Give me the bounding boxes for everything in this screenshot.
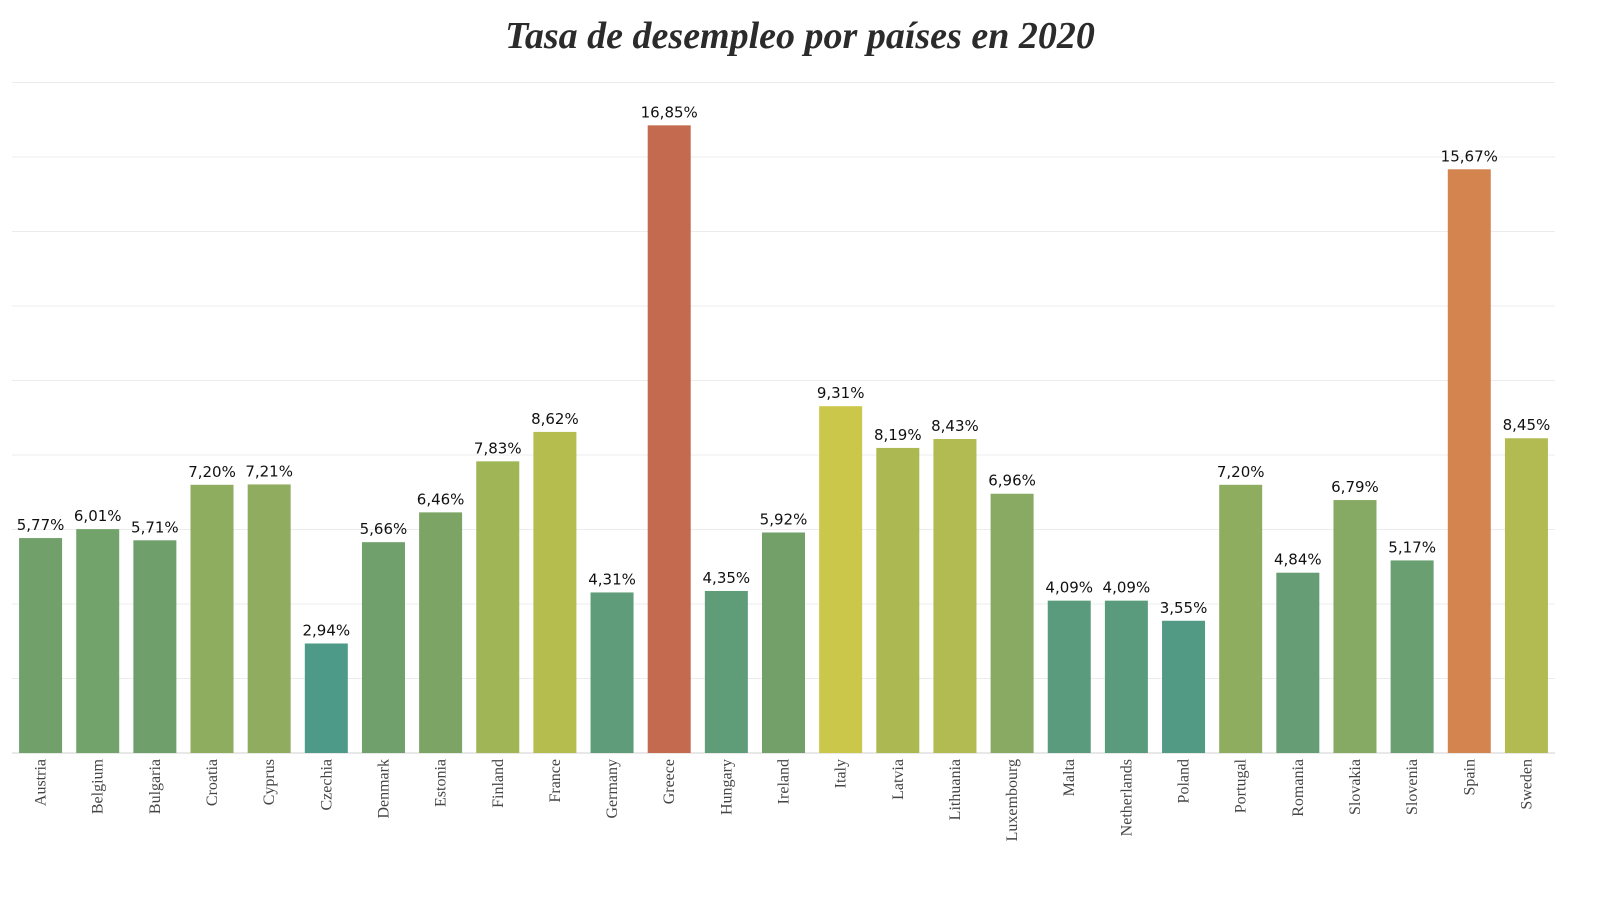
value-label-layer: 5,77% 6,01% 5,71% 7,20% 7,21% 2,94% 5,66% 6,46%…: [17, 103, 1551, 639]
bar: [1333, 500, 1377, 753]
bar-value-label: 7,20%: [188, 463, 236, 481]
bar: [1047, 600, 1091, 753]
bar: [1104, 600, 1148, 753]
x-tick-label: France: [547, 759, 564, 803]
bar-value-label: 6,46%: [417, 490, 465, 508]
x-tick-label: Poland: [1176, 759, 1193, 803]
x-tick-label: Netherlands: [1118, 759, 1135, 836]
bar: [647, 125, 691, 753]
x-tick-label: Czechia: [318, 759, 335, 811]
x-tick-label: Bulgaria: [147, 759, 164, 814]
bar-value-label: 5,71%: [131, 518, 179, 536]
bar-value-label: 8,43%: [931, 417, 979, 435]
x-tick-label: Spain: [1461, 759, 1478, 795]
bar: [1447, 169, 1491, 754]
bar-value-label: 3,55%: [1160, 599, 1208, 617]
chart-title: Tasa de desempleo por países en 2020: [505, 15, 1095, 57]
x-tick-label: Italy: [833, 759, 850, 788]
bar-value-label: 15,67%: [1441, 147, 1498, 165]
bar: [247, 484, 291, 753]
x-tick-label: Slovenia: [1404, 759, 1421, 815]
x-tick-label: Croatia: [204, 759, 221, 806]
x-tick-label: Finland: [490, 759, 507, 808]
x-tick-label: Lithuania: [947, 759, 964, 820]
bar-value-label: 8,62%: [531, 410, 579, 428]
bar-value-label: 6,96%: [988, 472, 1036, 490]
bar-value-label: 5,66%: [360, 520, 408, 538]
bar: [1390, 560, 1434, 753]
bar-value-label: 4,35%: [703, 569, 751, 587]
x-tick-label: Cyprus: [261, 759, 278, 805]
bar-value-label: 7,20%: [1217, 463, 1265, 481]
x-tick-label: Romania: [1290, 759, 1307, 817]
bar-value-label: 4,09%: [1045, 579, 1093, 597]
bar-value-label: 5,92%: [760, 510, 808, 528]
bar: [876, 447, 920, 753]
x-tick-label: Portugal: [1233, 758, 1250, 813]
bar: [704, 590, 748, 753]
bar-value-label: 2,94%: [302, 621, 350, 639]
bar: [361, 542, 405, 753]
bar: [933, 438, 977, 753]
bar-value-label: 6,79%: [1331, 478, 1379, 496]
bar-value-label: 9,31%: [817, 384, 865, 402]
x-tick-label: Slovakia: [1347, 759, 1364, 815]
x-tick-label: Austria: [33, 759, 50, 806]
x-tick-label: Estonia: [433, 759, 450, 807]
bar-value-label: 5,17%: [1388, 538, 1436, 556]
bar-value-label: 6,01%: [74, 507, 122, 525]
x-tick-label: Belgium: [90, 758, 107, 814]
x-tick-label: Latvia: [890, 759, 907, 800]
x-tick-label: Luxembourg: [1004, 759, 1021, 841]
bar-value-label: 7,21%: [245, 462, 293, 480]
bar-value-label: 16,85%: [641, 103, 698, 121]
bar: [476, 461, 520, 753]
bar: [1162, 620, 1206, 753]
bar-value-label: 4,09%: [1103, 579, 1151, 597]
bar: [819, 406, 863, 753]
bar: [533, 431, 577, 753]
bar: [1219, 484, 1263, 753]
bar: [762, 532, 805, 753]
bar: [419, 512, 463, 753]
x-tick-label: Hungary: [718, 759, 735, 815]
bar-value-label: 5,77%: [17, 516, 65, 534]
bar: [990, 493, 1034, 753]
x-tick-label: Sweden: [1518, 759, 1535, 810]
bar: [133, 540, 177, 753]
bar-value-label: 8,19%: [874, 426, 922, 444]
bar: [76, 529, 120, 753]
bar-layer: [19, 125, 1548, 754]
bar: [1276, 572, 1320, 753]
bar-value-label: 8,45%: [1503, 416, 1551, 434]
x-tick-label: Germany: [604, 759, 621, 819]
bar-value-label: 4,84%: [1274, 551, 1322, 569]
x-tick-label: Ireland: [776, 759, 793, 804]
bar: [19, 538, 63, 753]
x-tick-label: Denmark: [375, 759, 392, 819]
x-tick-label: Malta: [1061, 759, 1078, 796]
bar: [304, 643, 348, 753]
bar: [590, 592, 634, 753]
x-tick-layer: Austria Belgium Bulgaria Croatia Cyprus Czech…: [33, 758, 1536, 841]
x-tick-label: Greece: [661, 759, 678, 804]
bar-value-label: 7,83%: [474, 439, 522, 457]
bar: [1504, 438, 1548, 753]
bar: [190, 484, 234, 753]
bar-value-label: 4,31%: [588, 570, 636, 588]
